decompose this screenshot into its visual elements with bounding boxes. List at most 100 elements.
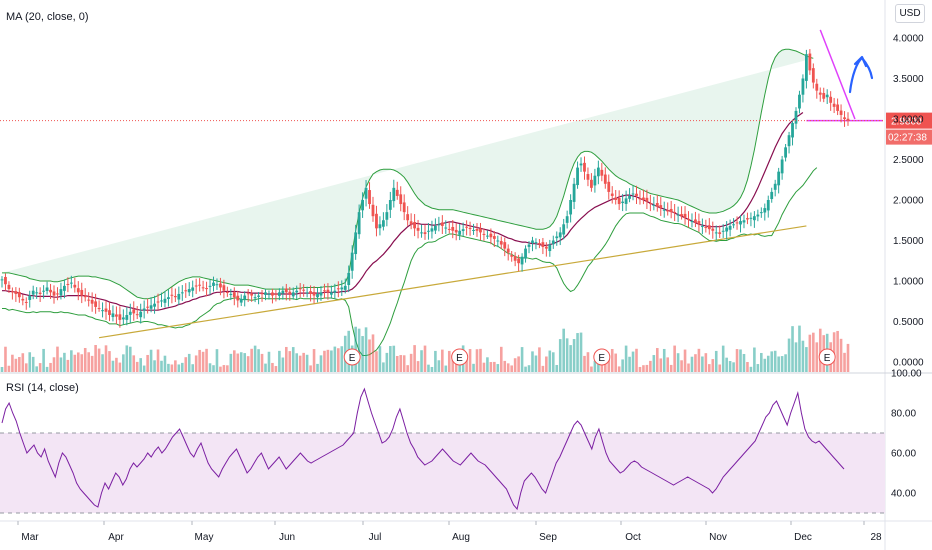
volume-bar bbox=[489, 362, 493, 372]
volume-bar bbox=[205, 348, 208, 372]
candles bbox=[0, 49, 850, 328]
volume-bar bbox=[780, 356, 784, 372]
candle-body bbox=[673, 211, 677, 213]
volume-bar bbox=[732, 362, 735, 372]
volume-bar bbox=[316, 363, 319, 372]
candle-body bbox=[187, 289, 191, 293]
candle-body bbox=[121, 317, 125, 320]
volume-bar bbox=[551, 352, 555, 372]
volume-bar bbox=[208, 363, 212, 372]
volume-bar bbox=[187, 353, 191, 372]
candle-body bbox=[676, 214, 680, 216]
candle-body bbox=[711, 228, 715, 231]
candle-body bbox=[648, 202, 652, 204]
rsi-tick-label: 80.00 bbox=[891, 409, 916, 420]
candle-body bbox=[83, 295, 87, 298]
time-tick-label: Sep bbox=[539, 532, 557, 543]
candle-body bbox=[510, 255, 514, 257]
price-tick-label: 0.0000 bbox=[893, 358, 924, 369]
volume-bar bbox=[534, 355, 538, 372]
candle-body bbox=[749, 217, 753, 219]
earnings-marker-label: E bbox=[598, 353, 605, 364]
candle-body bbox=[430, 228, 434, 232]
candle-body bbox=[388, 200, 392, 210]
volume-bar bbox=[281, 357, 285, 372]
currency-button[interactable]: USD bbox=[895, 4, 925, 23]
volume-bar bbox=[510, 365, 513, 372]
volume-bar bbox=[28, 352, 32, 372]
volume-bar bbox=[288, 351, 292, 372]
volume-bar bbox=[115, 357, 118, 372]
volume-bar bbox=[846, 343, 850, 372]
volume-bar bbox=[524, 366, 527, 372]
candle-body bbox=[368, 190, 371, 205]
volume-bar bbox=[125, 345, 129, 372]
volume-bar bbox=[801, 340, 805, 372]
candle-body bbox=[271, 292, 274, 296]
volume-bar bbox=[683, 349, 687, 372]
earnings-marker-label: E bbox=[349, 353, 356, 364]
candle-body bbox=[631, 193, 635, 195]
rsi-indicator-label[interactable]: RSI (14, close) bbox=[6, 382, 79, 394]
candle-body bbox=[475, 228, 479, 231]
candle-body bbox=[832, 103, 836, 107]
candle-body bbox=[784, 147, 787, 158]
candle-body bbox=[198, 284, 202, 286]
volume-bar bbox=[794, 342, 798, 372]
candle-body bbox=[624, 198, 628, 204]
candle-body bbox=[666, 210, 670, 212]
volume-bar bbox=[309, 365, 312, 372]
volume-bar bbox=[184, 357, 188, 372]
candle-body bbox=[246, 293, 250, 295]
volume-bar bbox=[777, 356, 780, 372]
candle-body bbox=[714, 232, 718, 234]
candle-body bbox=[770, 191, 774, 200]
candle-body bbox=[416, 227, 420, 231]
volume-bar bbox=[323, 350, 326, 372]
candle-body bbox=[350, 252, 354, 271]
candle-body bbox=[655, 203, 659, 207]
volume-bar bbox=[31, 356, 35, 372]
volume-bar bbox=[163, 355, 167, 372]
volume-bar bbox=[704, 353, 708, 372]
candle-body bbox=[274, 293, 278, 295]
time-tick-label: Jul bbox=[369, 532, 382, 543]
candle-body bbox=[732, 224, 735, 226]
volume-bar bbox=[652, 355, 656, 372]
volume-bar bbox=[506, 363, 510, 372]
volume-bar bbox=[496, 364, 500, 372]
volume-bar bbox=[787, 338, 791, 372]
volume-bar bbox=[18, 357, 21, 372]
candle-body bbox=[829, 96, 833, 103]
time-tick-label: May bbox=[195, 532, 214, 543]
volume-bar bbox=[59, 357, 63, 372]
volume-bar bbox=[128, 346, 132, 372]
ma-indicator-label[interactable]: MA (20, close, 0) bbox=[6, 11, 89, 23]
candle-body bbox=[662, 209, 666, 211]
candle-body bbox=[583, 162, 586, 172]
price-tick-label: 4.0000 bbox=[893, 34, 924, 45]
volume-bar bbox=[499, 346, 503, 372]
volume-bar bbox=[468, 349, 472, 372]
volume-bar bbox=[198, 349, 201, 372]
volume-bar bbox=[687, 363, 690, 372]
candle-body bbox=[302, 289, 306, 291]
volume-bar bbox=[73, 354, 77, 372]
volume-bar bbox=[416, 361, 420, 372]
candle-body bbox=[558, 232, 562, 238]
volume-bar bbox=[680, 360, 683, 372]
candle-body bbox=[801, 78, 805, 95]
volume-bar bbox=[14, 358, 18, 372]
candle-body bbox=[128, 311, 132, 315]
candle-body bbox=[645, 197, 649, 202]
candle-body bbox=[132, 309, 136, 314]
volume-bar bbox=[631, 351, 635, 372]
volume-bar bbox=[610, 348, 614, 372]
volume-bar bbox=[56, 346, 59, 372]
volume-bar bbox=[264, 363, 267, 372]
candle-body bbox=[243, 295, 247, 300]
volume-bar bbox=[662, 348, 666, 372]
volume-bar bbox=[451, 354, 455, 372]
volume-bar bbox=[465, 354, 468, 372]
